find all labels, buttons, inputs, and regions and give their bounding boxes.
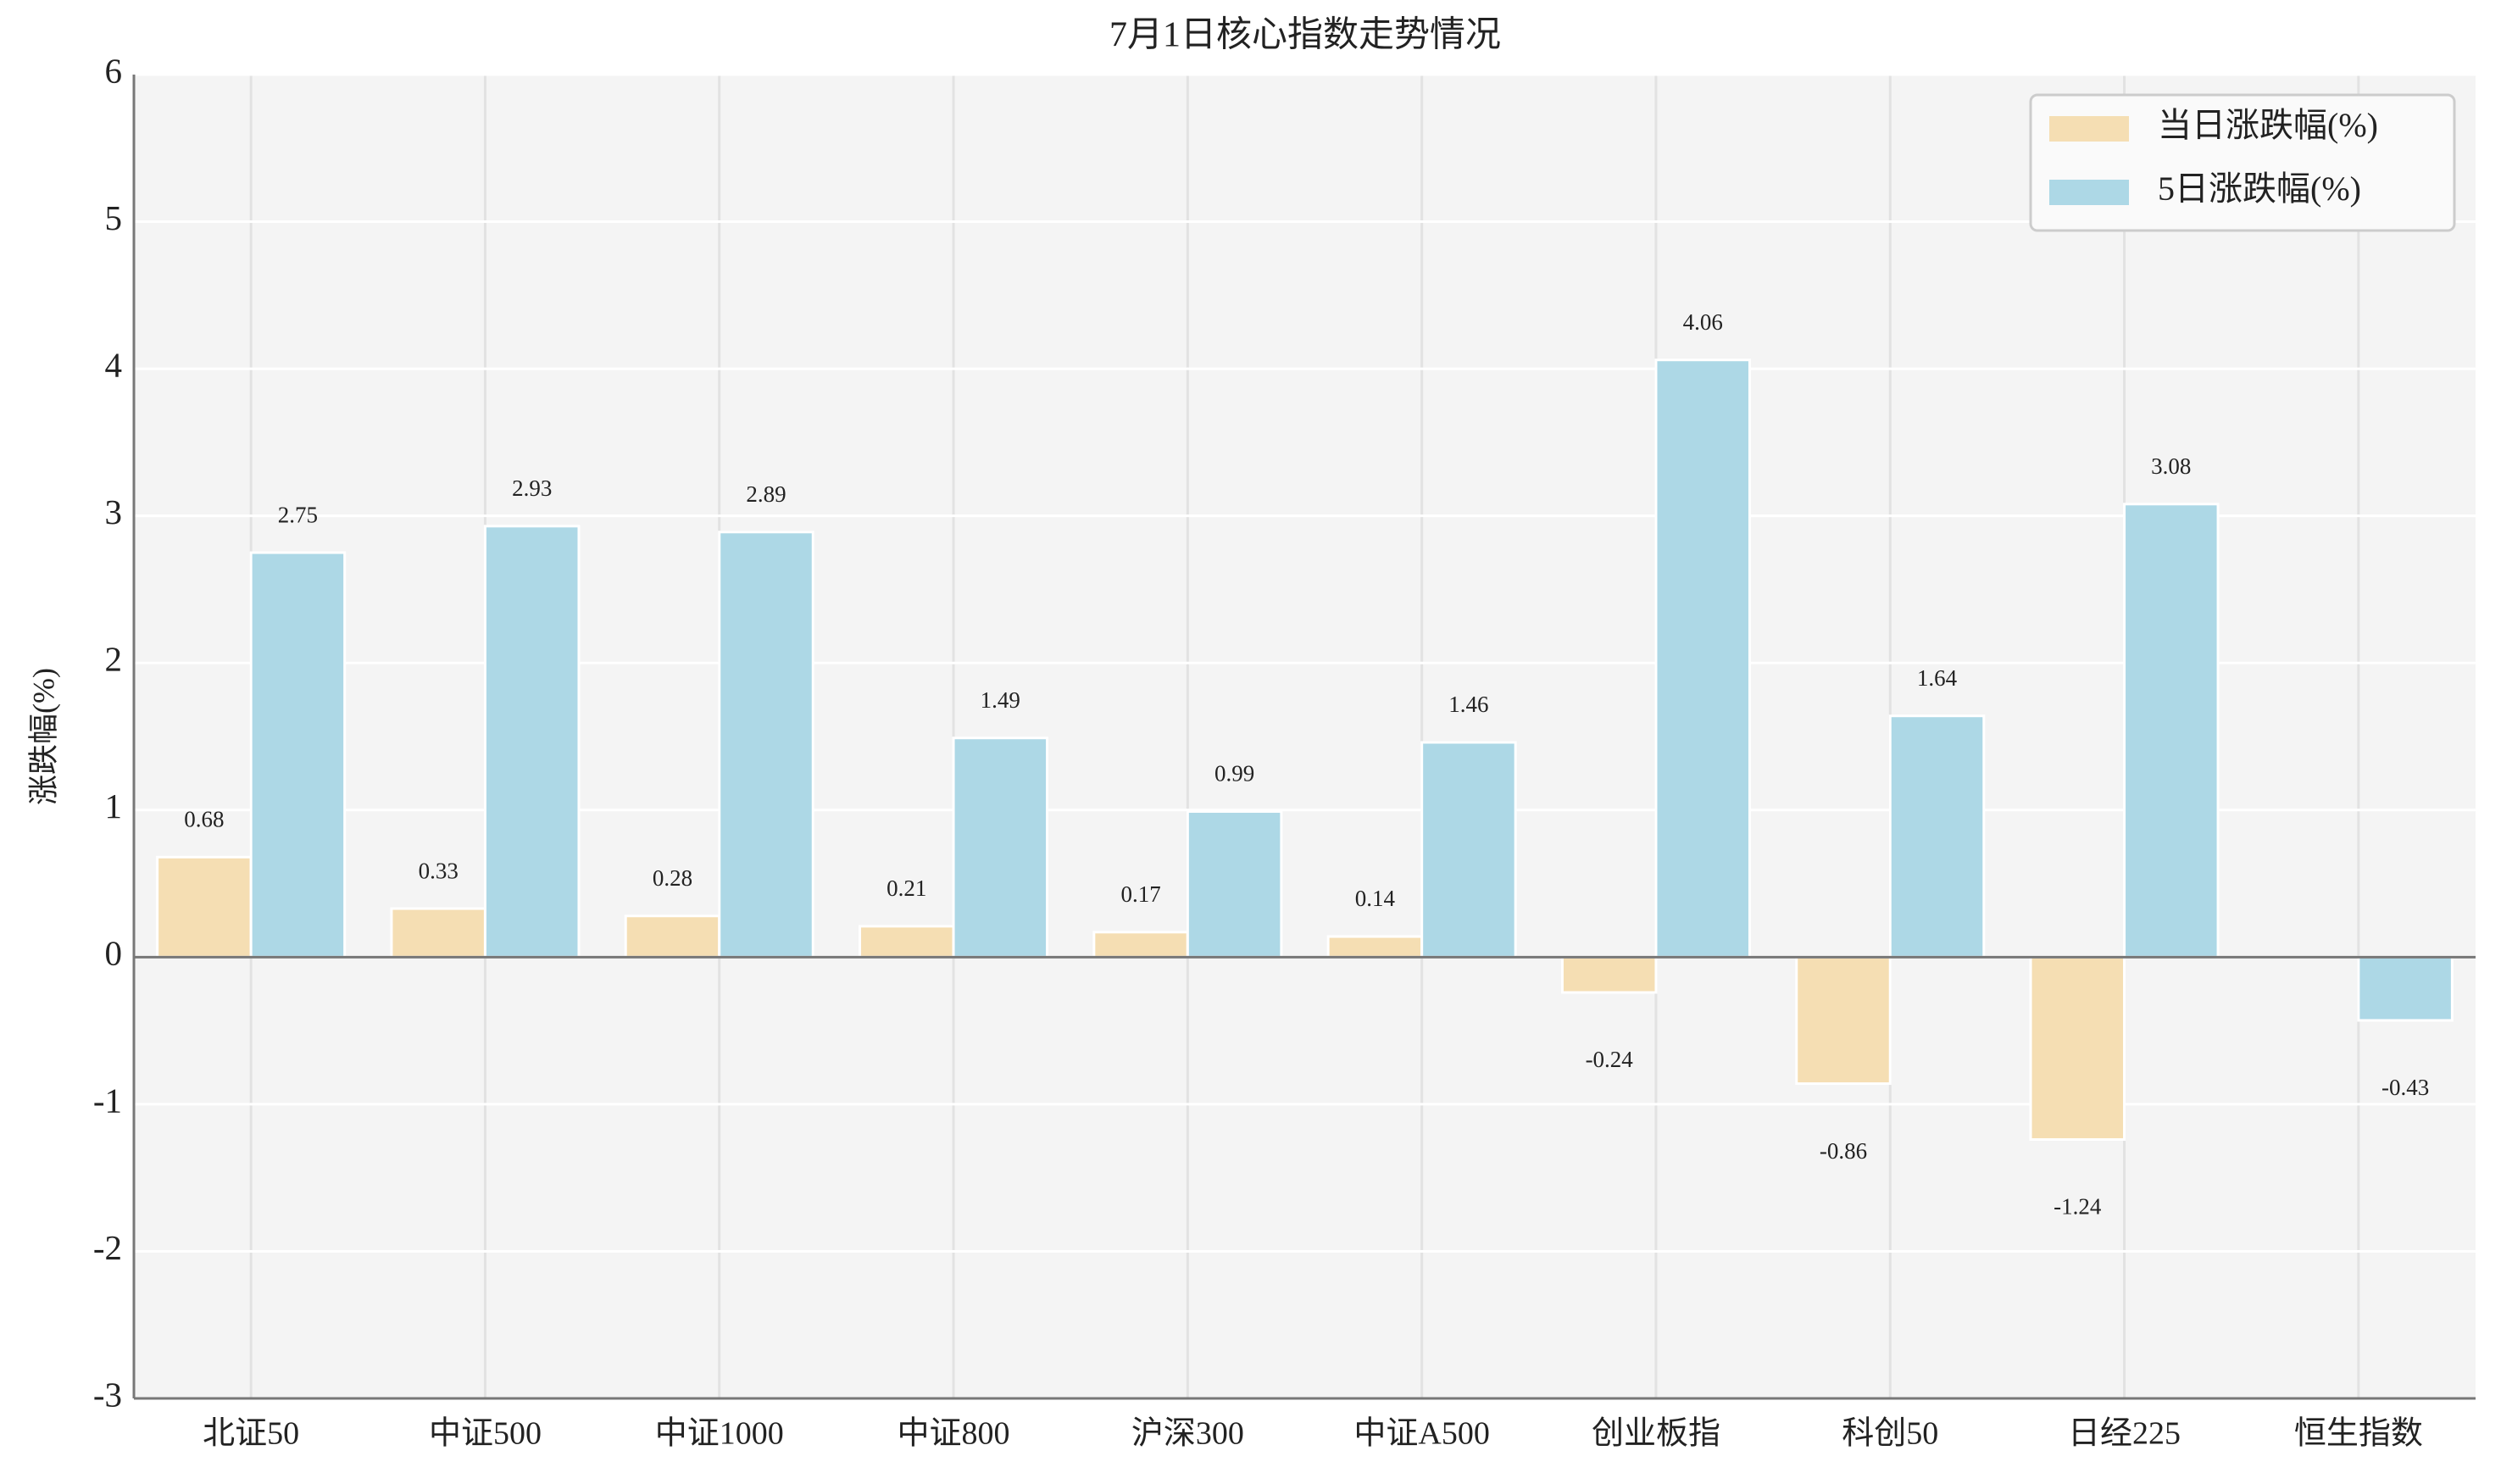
legend	[2029, 93, 2456, 232]
legend-swatch	[2049, 116, 2129, 142]
x-tick-label: 恒生指数	[2294, 1416, 2423, 1452]
bar	[1654, 358, 1751, 959]
data-label: 0.33	[419, 858, 459, 883]
data-label: 0.99	[1214, 761, 1254, 786]
bar	[483, 525, 581, 959]
bar	[1186, 810, 1283, 959]
bar	[859, 925, 955, 959]
bar	[952, 736, 1049, 959]
data-label: -0.24	[1586, 1047, 1634, 1072]
data-label: 1.46	[1448, 692, 1488, 717]
y-tick-label: 4	[105, 346, 123, 385]
data-label: 0.17	[1120, 881, 1160, 907]
bar	[249, 551, 347, 959]
y-tick-label: 6	[105, 51, 123, 90]
data-label: 0.68	[184, 807, 224, 832]
legend-swatch	[2049, 180, 2129, 205]
data-label: 2.75	[278, 502, 318, 527]
x-tick-label: 中证800	[898, 1416, 1010, 1452]
x-tick-label: 中证A500	[1353, 1416, 1489, 1452]
data-label: 2.93	[512, 475, 552, 501]
y-axis-label: 涨跌幅(%)	[26, 668, 60, 805]
legend-label: 当日涨跌幅(%)	[2158, 106, 2378, 144]
data-label: 0.21	[886, 875, 926, 901]
bar	[2123, 503, 2220, 959]
bar	[2357, 955, 2454, 1022]
data-label: -0.43	[2382, 1075, 2429, 1100]
y-tick-label: 3	[105, 492, 123, 531]
data-label: -0.86	[1820, 1138, 1867, 1164]
x-tick-label: 中证500	[429, 1416, 542, 1452]
legend-label: 5日涨跌幅(%)	[2158, 170, 2361, 208]
x-tick-label: 中证1000	[655, 1416, 784, 1452]
y-tick-label: -1	[93, 1081, 122, 1120]
bar	[718, 531, 814, 959]
y-tick-label: -2	[93, 1228, 122, 1267]
x-tick-label: 科创50	[1842, 1416, 1938, 1452]
bar	[1560, 955, 1658, 994]
chart-title: 7月1日核心指数走势情况	[1109, 16, 1501, 55]
bar	[1888, 714, 1986, 959]
y-tick-label: 2	[105, 640, 123, 679]
data-label: 1.64	[1917, 665, 1958, 691]
data-label: 0.28	[653, 865, 692, 891]
y-tick-label: -3	[93, 1375, 122, 1414]
y-tick-label: 5	[105, 198, 123, 237]
bar	[624, 914, 721, 959]
x-tick-label: 北证50	[203, 1416, 299, 1452]
bar	[2029, 955, 2126, 1142]
x-tick-label: 沪深300	[1131, 1416, 1244, 1452]
bar	[1092, 931, 1189, 959]
y-tick-label: 0	[105, 934, 123, 973]
bar	[1795, 955, 1892, 1086]
data-label: -1.24	[2054, 1194, 2102, 1220]
data-label: 3.08	[2151, 453, 2191, 479]
x-tick-label: 日经225	[2068, 1416, 2181, 1452]
bar	[1420, 741, 1517, 959]
x-tick-label: 创业板指	[1592, 1416, 1720, 1452]
data-label: 1.49	[981, 687, 1020, 713]
bar	[1326, 935, 1424, 959]
y-tick-label: 1	[105, 786, 123, 825]
bar	[156, 855, 253, 959]
bar	[390, 907, 486, 959]
data-label: 0.14	[1355, 886, 1396, 911]
data-label: 2.89	[746, 481, 786, 507]
data-label: 4.06	[1683, 309, 1723, 335]
